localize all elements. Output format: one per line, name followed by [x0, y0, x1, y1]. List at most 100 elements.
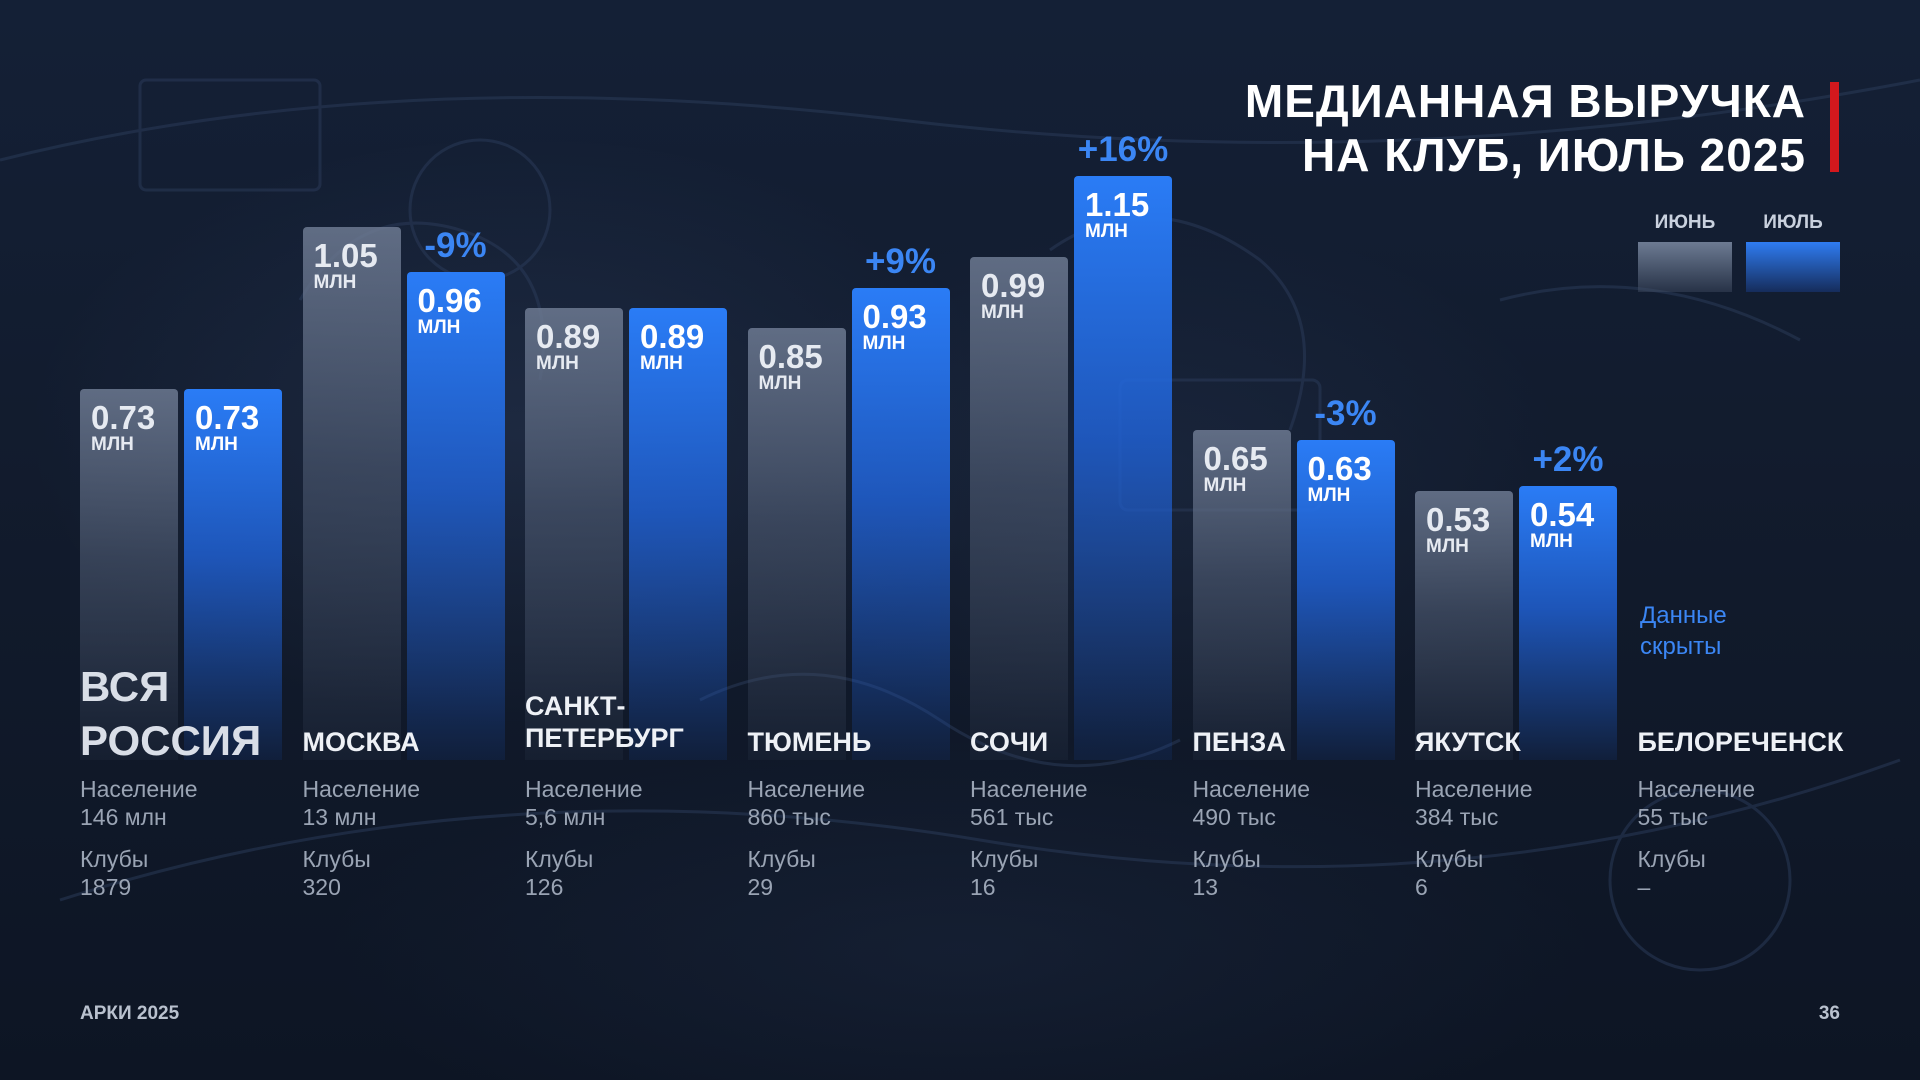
city-name-yakutsk: ЯКУТСК [1415, 726, 1521, 758]
legend-item-july: ИЮЛЬ [1746, 212, 1840, 292]
city-name-spb: САНКТ- ПЕТЕРБУРГ [525, 690, 684, 754]
change-label-penza: -3% [1314, 393, 1377, 433]
change-label-sochi: +16% [1077, 129, 1169, 169]
bar-july-sochi: 1.15 МЛН [1074, 175, 1172, 760]
legend-label-june: ИЮНЬ [1654, 212, 1716, 233]
bar-unit-label: МЛН [640, 352, 683, 374]
clubs-label-spb: Клубы [525, 846, 594, 872]
change-label-moscow: -9% [424, 226, 487, 266]
legend-swatch-july [1746, 242, 1840, 292]
bar-unit-label: МЛН [91, 434, 134, 456]
title-line-2: НА КЛУБ, ИЮЛЬ 2025 [1301, 129, 1806, 181]
bar-value-label: 0.89 [640, 317, 705, 355]
change-label-tyumen: +9% [864, 241, 937, 281]
clubs-value-sochi: 16 [970, 874, 996, 900]
clubs-value-russia: 1879 [80, 874, 132, 900]
bar-value-label: 0.73 [91, 399, 156, 437]
bar-value-label: 0.63 [1307, 449, 1372, 487]
city-name-tyumen: ТЮМЕНЬ [748, 726, 872, 758]
population-value-yakutsk: 384 тыс [1415, 804, 1499, 830]
city-name-penza: ПЕНЗА [1193, 726, 1286, 758]
city-name-line-2: РОССИЯ [80, 717, 262, 764]
bar-unit-label: МЛН [862, 332, 906, 354]
clubs-label-sochi: Клубы [970, 846, 1039, 872]
clubs-value-penza: 13 [1192, 874, 1219, 900]
bar-value-label: 0.99 [981, 267, 1046, 305]
population-value-russia: 146 млн [80, 804, 167, 830]
population-label-russia: Население [80, 776, 198, 802]
bar-unit-label: МЛН [1203, 474, 1247, 496]
footer-source: АРКИ 2025 [80, 1003, 180, 1024]
city-name-line-2: ПЕТЕРБУРГ [525, 723, 684, 753]
population-label-tyumen: Население [747, 776, 865, 802]
bar-june-spb: 0.89 МЛН [525, 307, 623, 760]
population-value-penza: 490 тыс [1192, 804, 1276, 830]
clubs-label-tyumen: Клубы [747, 846, 816, 872]
bar-value-label: 0.65 [1203, 439, 1268, 477]
population-label-moscow: Население [302, 776, 420, 802]
bar-june-tyumen: 0.85 МЛН [747, 328, 846, 760]
clubs-value-tyumen: 29 [747, 874, 774, 900]
bar-june-russia: 0.73 МЛН [80, 389, 178, 760]
bar-value-label: 0.54 [1530, 495, 1595, 533]
bar-unit-label: МЛН [758, 373, 802, 395]
bar-july-tyumen: 0.93 МЛН [851, 287, 950, 760]
bar-unit-label: МЛН [981, 302, 1024, 324]
bar-value-label: 1.15 [1085, 185, 1150, 223]
city-name-line-1: МОСКВА [302, 727, 420, 757]
bar-july-penza: 0.63 МЛН [1296, 439, 1395, 760]
bar-unit-label: МЛН [195, 434, 238, 456]
population-label-belorechensk: Население [1637, 776, 1755, 802]
bar-unit-label: МЛН [1085, 220, 1128, 242]
legend-label-july: ИЮЛЬ [1763, 212, 1823, 233]
bar-unit-label: МЛН [536, 352, 579, 374]
clubs-value-belorechensk: – [1637, 874, 1651, 900]
city-name-line-1: СОЧИ [970, 727, 1049, 757]
population-label-sochi: Население [970, 776, 1088, 802]
population-value-moscow: 13 млн [302, 804, 377, 830]
population-value-sochi: 561 тыс [970, 804, 1054, 830]
clubs-label-moscow: Клубы [302, 846, 371, 872]
population-label-penza: Население [1192, 776, 1310, 802]
bar-july-russia: 0.73 МЛН [184, 389, 282, 760]
legend-item-june: ИЮНЬ [1638, 212, 1732, 292]
data-hidden-line-2: скрыты [1640, 633, 1722, 660]
city-name-line-1: ЯКУТСК [1415, 727, 1521, 757]
bar-unit-label: МЛН [1307, 484, 1351, 506]
clubs-label-belorechensk: Клубы [1637, 846, 1706, 872]
city-name-belorechensk: БЕЛОРЕЧЕНСК [1638, 726, 1844, 758]
bar-value-label: 0.85 [758, 338, 823, 376]
bar-unit-label: МЛН [1426, 535, 1469, 557]
bar-unit-label: МЛН [417, 317, 461, 339]
bar-june-sochi: 0.99 МЛН [970, 257, 1068, 760]
clubs-label-yakutsk: Клубы [1415, 846, 1484, 872]
population-value-spb: 5,6 млн [525, 804, 606, 830]
clubs-value-yakutsk: 6 [1415, 874, 1428, 900]
city-name-moscow: МОСКВА [303, 726, 420, 758]
clubs-value-moscow: 320 [302, 874, 341, 900]
city-name-line-1: БЕЛОРЕЧЕНСК [1637, 727, 1844, 757]
bar-value-label: 0.96 [417, 282, 482, 320]
data-hidden-note: Данные скрыты [1640, 600, 1727, 662]
city-name-line-1: ПЕНЗА [1192, 727, 1286, 757]
clubs-label-penza: Клубы [1192, 846, 1261, 872]
bar-june-yakutsk: 0.53 МЛН [1415, 490, 1513, 760]
population-label-spb: Население [525, 776, 643, 802]
city-name-russia: ВСЯ РОССИЯ [80, 660, 261, 768]
population-value-tyumen: 860 тыс [747, 804, 831, 830]
city-name-line-1: ВСЯ [80, 663, 170, 710]
bar-value-label: 0.73 [195, 399, 260, 437]
city-name-line-1: САНКТ- [525, 691, 626, 721]
title-line-1: МЕДИАННАЯ ВЫРУЧКА [1244, 75, 1806, 127]
clubs-label-russia: Клубы [80, 846, 149, 872]
bar-unit-label: МЛН [313, 271, 357, 293]
change-label-yakutsk: +2% [1532, 439, 1604, 479]
city-name-sochi: СОЧИ [970, 726, 1048, 758]
chart-title: МЕДИАННАЯ ВЫРУЧКА НА КЛУБ, ИЮЛЬ 2025 [1245, 74, 1806, 182]
title-accent-bar [1830, 82, 1839, 172]
bar-july-yakutsk: 0.54 МЛН [1519, 485, 1617, 760]
city-name-line-1: ТЮМЕНЬ [747, 727, 872, 757]
data-hidden-line-1: Данные [1640, 602, 1727, 629]
bar-value-label: 1.05 [313, 236, 378, 274]
bar-value-label: 0.53 [1426, 500, 1491, 538]
